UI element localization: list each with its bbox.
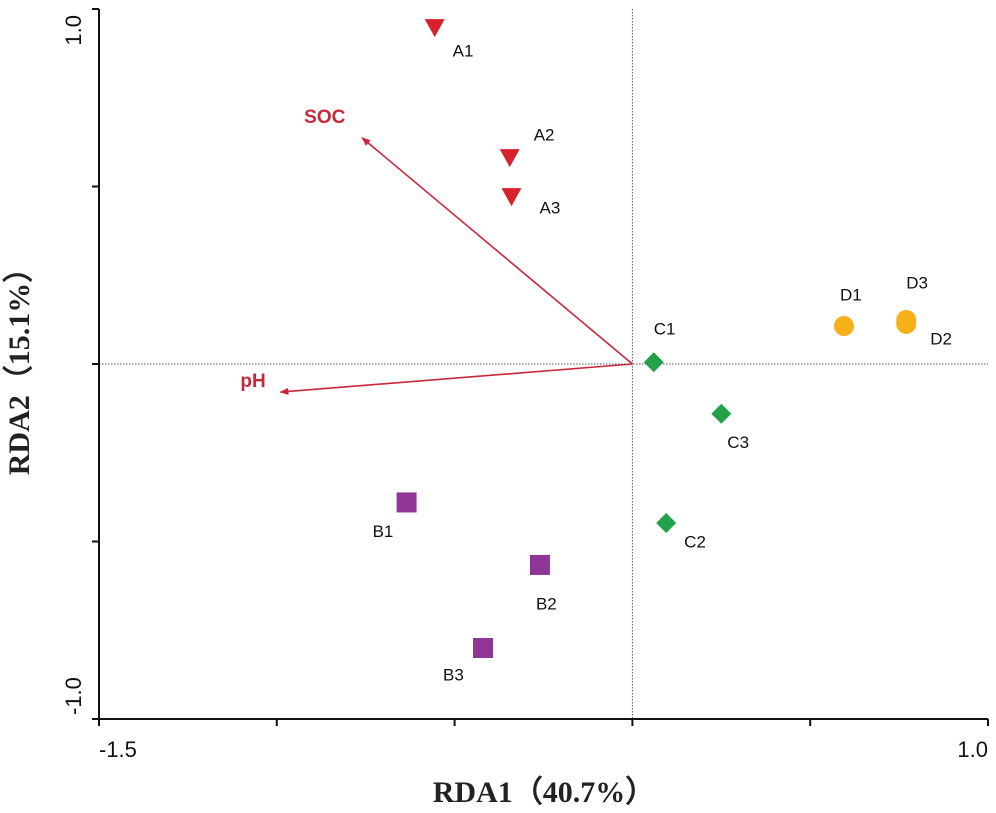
point: [711, 403, 732, 424]
vector-arrow: [279, 363, 633, 395]
point-label: B2: [536, 594, 557, 613]
point-label: B3: [443, 665, 464, 684]
point: [896, 309, 917, 330]
point: [643, 352, 664, 373]
point-label: A2: [534, 126, 555, 145]
vector-label: pH: [240, 371, 265, 392]
point: [396, 492, 417, 513]
point: [501, 188, 522, 207]
y-tick-label: 1.0: [61, 15, 86, 46]
vector-arrow: [361, 137, 633, 365]
point-label: C1: [654, 320, 676, 339]
point: [473, 638, 494, 658]
point-label: B1: [373, 522, 394, 541]
y-axis-title: RDA2（15.1%）: [2, 253, 36, 476]
point-label: C3: [727, 433, 749, 452]
x-tick-label: -1.5: [99, 737, 137, 762]
x-axis-title: RDA1（40.7%）: [433, 775, 656, 809]
point-label: A3: [539, 199, 560, 218]
y-tick-label: -1.0: [61, 677, 86, 715]
point: [656, 513, 677, 534]
x-tick-label: 1.0: [957, 737, 988, 762]
point: [424, 19, 445, 38]
point: [499, 149, 520, 168]
point-label: D1: [840, 285, 862, 304]
point-label: A1: [453, 42, 474, 61]
point-label: D3: [906, 273, 928, 292]
point-label: D2: [930, 329, 952, 348]
point: [529, 554, 550, 575]
point: [833, 316, 854, 337]
vector-label: SOC: [304, 107, 345, 128]
point-label: C2: [684, 533, 706, 552]
